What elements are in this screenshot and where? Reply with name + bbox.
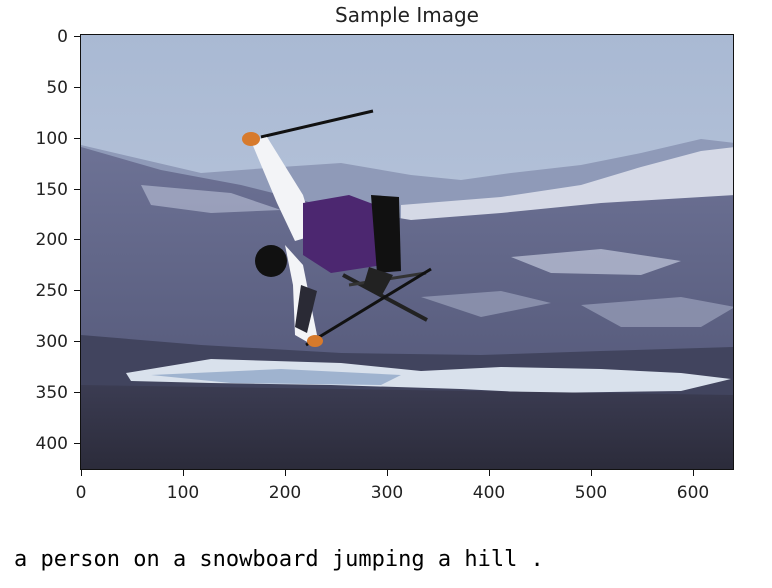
x-tick-label: 400 [473,484,505,502]
y-tick-mark [74,239,80,240]
y-tick-label: 400 [36,435,68,453]
y-tick-mark [74,189,80,190]
y-tick-label: 350 [36,384,68,402]
x-tick-mark [183,470,184,476]
y-tick-label: 250 [36,282,68,300]
x-tick-mark [81,470,82,476]
y-tick-label: 200 [36,231,68,249]
y-tick-mark [74,392,80,393]
y-tick-mark [74,138,80,139]
x-tick-label: 500 [575,484,607,502]
x-tick-label: 200 [269,484,301,502]
x-tick-mark [387,470,388,476]
skier-photo [81,35,734,470]
image-axes [80,34,734,470]
y-tick-mark [74,341,80,342]
y-tick-mark [74,443,80,444]
x-tick-label: 0 [76,484,87,502]
caption-text: a person on a snowboard jumping a hill . [14,546,544,574]
y-tick-mark [74,290,80,291]
y-tick-label: 300 [36,333,68,351]
x-tick-label: 600 [677,484,709,502]
y-tick-label: 0 [57,28,68,46]
x-tick-mark [489,470,490,476]
figure-title: Sample Image [80,2,734,28]
y-tick-mark [74,87,80,88]
y-tick-label: 150 [36,181,68,199]
y-tick-mark [74,36,80,37]
y-tick-label: 50 [46,79,68,97]
x-tick-label: 100 [167,484,199,502]
x-tick-mark [693,470,694,476]
x-tick-mark [591,470,592,476]
x-tick-label: 300 [371,484,403,502]
x-tick-mark [285,470,286,476]
y-tick-label: 100 [36,130,68,148]
